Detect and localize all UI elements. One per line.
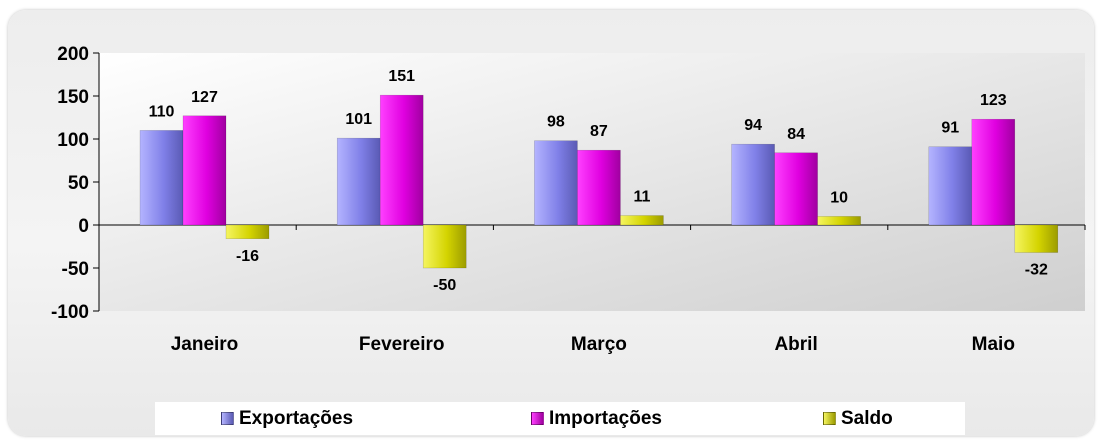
bar-exportações [928,146,973,226]
data-label: 127 [191,89,218,106]
data-label: 87 [590,123,608,140]
y-tick-label: 0 [78,216,89,237]
legend-label-saldo: Saldo [841,407,893,429]
legend: Exportações Importações Saldo [155,402,965,435]
y-tick-label: 50 [68,173,89,194]
bar-importações [379,94,424,226]
data-label: 11 [633,189,650,206]
category-labels: Janeiro Fevereiro Março Abril Maio [171,334,1015,355]
y-tick-label: 100 [57,130,89,151]
bar-exportações [534,140,578,226]
bar-importações [577,149,621,226]
y-tick-label: 200 [57,44,89,65]
bar-importações [774,152,818,226]
data-label: 110 [149,103,175,120]
legend-swatch-exportacoes [221,412,234,425]
bar-exportações [731,143,775,226]
bar-saldo [817,216,861,226]
data-label: 94 [744,117,762,134]
bar-saldo [225,224,270,240]
x-category-label: Fevereiro [359,334,445,355]
data-label: 101 [345,111,372,128]
bar-saldo [422,224,467,269]
x-category-label: Março [571,334,627,355]
data-label: 98 [547,114,565,131]
x-category-label: Abril [774,334,817,355]
y-tick-label: 150 [57,87,89,108]
y-tick-label: -50 [62,259,89,280]
legend-item-saldo: Saldo [823,408,893,430]
bar-exportações [336,137,381,226]
data-label: 123 [980,92,1007,109]
x-category-label: Janeiro [171,334,239,355]
y-tick-label: -100 [51,302,89,323]
data-label: 84 [787,126,805,143]
bars [139,94,1059,269]
data-labels: 110 101 98 94 91 127 151 87 84 123 -16 -50 11 10 -32 [149,68,1048,294]
x-category-label: Maio [972,334,1015,355]
data-label: -50 [433,277,456,294]
data-label: 91 [941,120,959,137]
legend-swatch-saldo [823,412,836,425]
bar-importações [971,118,1016,226]
data-label: 151 [388,68,415,85]
data-label: 10 [830,189,848,206]
bar-saldo [1014,224,1059,253]
legend-item-importacoes: Importações [531,408,662,430]
data-label: -32 [1025,262,1048,279]
legend-item-exportacoes: Exportações [221,408,353,430]
data-label: -16 [236,248,259,265]
bar-importações [182,115,227,226]
bar-saldo [620,215,664,226]
bar-exportações [139,130,184,226]
legend-label-exportacoes: Exportações [239,407,354,429]
legend-swatch-importacoes [531,412,544,425]
legend-label-importacoes: Importações [549,407,662,429]
